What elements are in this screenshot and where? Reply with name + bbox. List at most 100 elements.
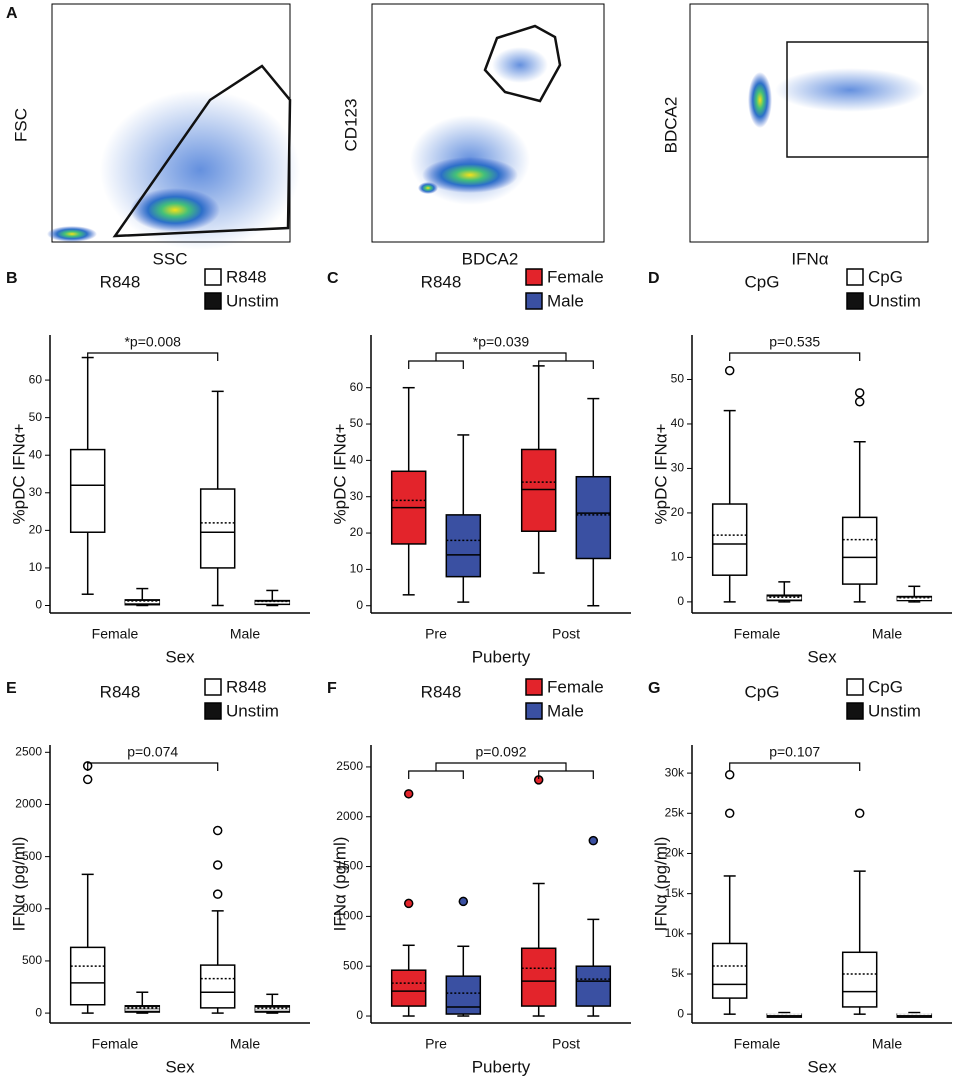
y-tick-label: 30 <box>29 485 43 499</box>
outlier <box>212 889 223 899</box>
y-tick-label: 40 <box>671 416 685 430</box>
y-tick-label: 2000 <box>15 797 42 811</box>
x-axis-label: Sex <box>807 1057 837 1076</box>
legend-label: Unstim <box>226 701 279 720</box>
y-tick-label: 0 <box>677 1006 684 1020</box>
box <box>69 448 106 533</box>
y-axis-label: IFNα (pg/ml) <box>330 837 349 932</box>
x-tick-label: Male <box>230 626 261 642</box>
axis-label: SSC <box>153 249 188 268</box>
bracket <box>87 352 219 361</box>
bracket <box>538 770 594 779</box>
legend-label: Female <box>547 677 604 696</box>
y-tick-label: 5k <box>671 966 685 980</box>
outlier <box>854 396 865 407</box>
panel: G CpG CpG Unstim 0 5k 10k 15k 20k 25k 30k IFNα (pg/… <box>648 677 952 1076</box>
outlier <box>458 896 469 907</box>
gate <box>786 41 929 158</box>
y-tick-label: 0 <box>356 1008 363 1022</box>
outlier <box>724 808 735 819</box>
y-tick-label: 30 <box>671 461 685 475</box>
bracket <box>435 762 567 771</box>
legend-label: Unstim <box>226 291 279 310</box>
box <box>69 946 106 1006</box>
outlier <box>724 769 735 780</box>
y-tick-label: 10 <box>671 550 685 564</box>
y-tick-label: 30 <box>350 489 364 503</box>
x-tick-label: Female <box>734 626 781 642</box>
bracket <box>87 762 219 771</box>
panel-letter: F <box>327 680 337 697</box>
legend-swatch <box>525 702 543 720</box>
annotation: p=0.092 <box>476 744 527 760</box>
legend-label: Male <box>547 291 584 310</box>
panel: D CpG CpG Unstim 0 10 20 30 40 50 %pDC IFNα+ Sex Fem… <box>648 267 952 666</box>
outlier <box>588 835 599 846</box>
panel: B R848 R848 Unstim 0 10 20 30 40 50 60 %pDC IFNα+ Se… <box>6 267 310 666</box>
box <box>199 964 236 1009</box>
x-tick-label: Pre <box>425 626 447 642</box>
box <box>124 1005 161 1013</box>
legend-swatch <box>204 702 222 720</box>
outlier <box>724 365 735 376</box>
chart-title: R848 <box>421 682 462 701</box>
y-tick-label: 20k <box>665 846 685 860</box>
x-tick-label: Post <box>552 626 580 642</box>
density <box>418 182 438 194</box>
flow-frame <box>689 3 929 243</box>
box <box>199 488 236 569</box>
box <box>841 516 878 585</box>
y-tick-label: 0 <box>35 598 42 612</box>
y-tick-label: 000 <box>22 901 42 915</box>
legend-swatch <box>204 292 222 310</box>
density <box>422 157 518 193</box>
bracket <box>408 360 464 369</box>
legend-label: CpG <box>868 267 903 286</box>
outlier <box>854 388 865 398</box>
y-tick-label: 500 <box>22 953 42 967</box>
legend-swatch <box>525 678 543 696</box>
axis-label: FSC <box>11 108 30 142</box>
x-tick-label: Male <box>872 626 903 642</box>
x-tick-label: Female <box>734 1036 781 1052</box>
density <box>130 188 220 232</box>
legend-swatch <box>846 268 864 286</box>
y-tick-label: 60 <box>350 380 364 394</box>
chart-title: CpG <box>745 682 780 701</box>
panel-letter: E <box>6 680 17 697</box>
y-tick-label: 50 <box>350 416 364 430</box>
outlier <box>82 774 93 785</box>
x-axis-label: Puberty <box>472 1057 531 1076</box>
x-tick-label: Female <box>92 626 139 642</box>
y-tick-label: 20 <box>350 525 364 539</box>
legend-swatch <box>204 678 222 696</box>
x-axis-label: Sex <box>165 1057 195 1076</box>
panel: F R848 Female Male 0 500 1000 1500 2000 2500 IFNα … <box>327 677 631 1076</box>
axis-label: IFNα <box>791 249 828 268</box>
legend-label: Unstim <box>868 701 921 720</box>
y-tick-label: 10k <box>665 926 685 940</box>
x-axis-label: Puberty <box>472 647 531 666</box>
legend-label: Male <box>547 701 584 720</box>
box <box>575 475 612 560</box>
legend-swatch <box>846 702 864 720</box>
outlier <box>212 860 223 870</box>
box <box>520 947 557 1007</box>
x-tick-label: Female <box>92 1036 139 1052</box>
y-axis-label: %pDC IFNα+ <box>651 423 670 524</box>
y-tick-label: 0 <box>356 598 363 612</box>
chart-title: CpG <box>745 272 780 291</box>
annotation: p=0.107 <box>769 744 820 760</box>
panel-letter: G <box>648 680 660 697</box>
box <box>390 969 427 1007</box>
density <box>775 68 925 112</box>
y-tick-label: 40 <box>29 447 43 461</box>
y-tick-label: 40 <box>350 453 364 467</box>
legend-swatch <box>846 292 864 310</box>
y-tick-label: 2000 <box>336 809 363 823</box>
panel-letter: D <box>648 270 660 287</box>
bracket <box>729 352 861 361</box>
y-tick-label: 10 <box>29 560 43 574</box>
box <box>520 448 557 532</box>
